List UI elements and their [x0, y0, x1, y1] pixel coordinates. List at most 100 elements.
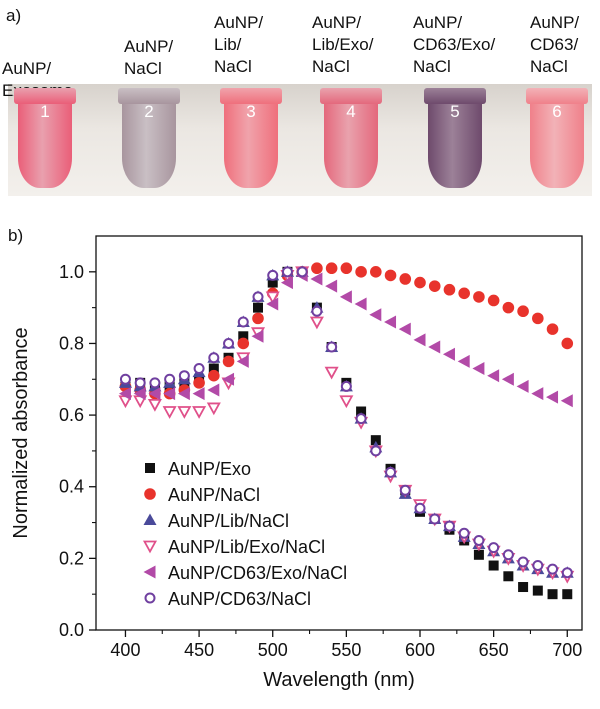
data-point	[192, 406, 207, 419]
tube-rim	[526, 88, 588, 104]
tube-liquid	[324, 100, 378, 188]
data-point	[370, 435, 381, 446]
tube-number: 6	[552, 102, 562, 121]
data-point	[237, 337, 250, 350]
data-point	[296, 266, 308, 278]
data-point	[208, 363, 219, 374]
data-point	[518, 582, 529, 593]
data-point	[206, 402, 221, 416]
data-point	[473, 291, 485, 303]
data-point	[193, 377, 205, 389]
data-point	[310, 272, 323, 286]
data-point	[458, 527, 470, 539]
data-point	[339, 395, 354, 409]
data-point	[266, 297, 279, 311]
tube-rim	[14, 88, 76, 104]
data-point	[325, 262, 338, 275]
data-point	[546, 390, 559, 404]
data-point	[443, 520, 455, 532]
legend-marker	[144, 488, 156, 500]
data-point	[147, 398, 162, 412]
data-point	[562, 589, 573, 600]
data-point	[532, 560, 544, 572]
data-point	[192, 387, 205, 401]
data-point	[326, 341, 338, 353]
data-point	[281, 266, 293, 278]
data-point	[252, 291, 264, 303]
data-point	[265, 291, 280, 305]
data-point	[561, 567, 573, 579]
tube-4: 4	[320, 88, 382, 188]
data-point	[193, 363, 205, 375]
y-tick-label: 0.0	[59, 620, 84, 640]
data-point	[236, 354, 249, 368]
data-point	[488, 542, 500, 554]
tube-number: 2	[144, 102, 154, 121]
x-axis-label: Wavelength (nm)	[263, 669, 415, 691]
data-point	[399, 484, 411, 496]
data-point	[177, 387, 190, 401]
data-point	[253, 302, 263, 313]
panel-b-label: b)	[8, 226, 24, 245]
data-point	[223, 337, 235, 349]
data-point	[384, 315, 397, 329]
data-point	[384, 269, 397, 282]
data-point	[311, 305, 323, 317]
legend-marker	[145, 463, 155, 473]
data-point	[487, 369, 500, 383]
data-point	[501, 372, 514, 386]
y-tick-label: 1.0	[59, 262, 84, 282]
tube-1: 1	[14, 88, 76, 188]
x-tick-label: 450	[184, 640, 214, 660]
data-point	[473, 534, 485, 546]
tube-label-2: AuNP/ NaCl	[124, 37, 174, 78]
data-point	[546, 323, 559, 335]
y-axis-label: Normalized absorbance	[10, 327, 32, 538]
data-point	[532, 312, 544, 325]
y-tick-label: 0.4	[59, 477, 84, 497]
data-point	[149, 377, 161, 389]
data-point	[163, 387, 176, 401]
tube-liquid	[122, 100, 176, 188]
data-point	[309, 316, 324, 330]
legend-marker	[143, 513, 157, 525]
data-point	[502, 301, 515, 314]
legend-label: AuNP/CD63/Exo/NaCl	[168, 563, 347, 583]
data-point	[399, 273, 412, 285]
data-point	[370, 445, 382, 457]
data-point	[252, 312, 264, 325]
data-point	[488, 560, 499, 571]
data-point	[208, 352, 220, 364]
data-point	[517, 556, 529, 568]
data-point	[324, 366, 339, 380]
data-point	[325, 279, 338, 293]
data-point	[560, 394, 573, 408]
data-point	[472, 362, 485, 376]
absorbance-chart: 400 450 500 550 600 650 700 0.0 0.2 0.4 0.6 0.8 1.0 W…	[10, 235, 583, 691]
data-point	[208, 369, 220, 382]
x-tick-label: 600	[405, 640, 435, 660]
data-point	[222, 372, 235, 386]
data-point	[356, 406, 367, 417]
legend-marker	[143, 565, 156, 579]
data-point	[355, 266, 367, 278]
data-point	[178, 370, 190, 382]
data-point	[429, 513, 441, 525]
data-point	[428, 340, 441, 354]
legend-marker	[142, 540, 158, 554]
data-point	[133, 387, 146, 401]
data-point	[487, 294, 500, 307]
data-point	[502, 549, 514, 561]
data-point	[267, 269, 279, 281]
plot-frame	[95, 235, 583, 631]
legend-label: AuNP/Lib/Exo/NaCl	[168, 537, 325, 557]
data-point	[547, 589, 558, 600]
legend-marker	[144, 592, 156, 604]
y-tick-label: 0.8	[59, 333, 84, 353]
tube-liquid	[224, 100, 278, 188]
tube-6: 6	[526, 88, 588, 188]
data-point	[267, 277, 278, 288]
tube-2: 2	[118, 88, 180, 188]
data-point	[119, 373, 131, 385]
data-point	[561, 337, 574, 350]
